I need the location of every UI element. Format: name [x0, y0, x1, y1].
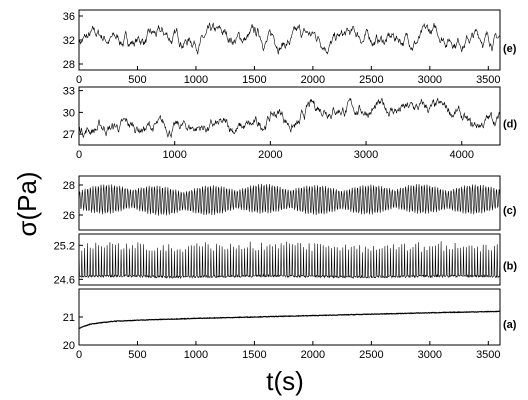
x-tick-label: 2000 — [258, 149, 282, 161]
x-tick-label: 2500 — [359, 349, 383, 361]
x-tick-label: 3000 — [418, 349, 442, 361]
chart-panel: 20 21 0 500 1000 1500 2000 2500 3000 3500 (a) — [63, 288, 517, 361]
x-tick-label: 0 — [76, 149, 82, 161]
x-tick-label: 0 — [76, 349, 82, 361]
series-line — [78, 22, 501, 55]
panel-label: (a) — [503, 319, 517, 331]
panel-label: (e) — [503, 43, 517, 55]
y-tick-label: 33 — [63, 86, 75, 98]
x-tick-label: 1500 — [242, 74, 266, 86]
x-tick-label: 3500 — [476, 74, 500, 86]
series-line — [78, 183, 501, 216]
x-tick-label: 1000 — [162, 149, 186, 161]
y-tick-label: 27 — [63, 129, 75, 141]
chart-panel: 26 28 (c) — [63, 175, 517, 231]
panel-label: (b) — [503, 261, 517, 273]
y-tick-label: 24.6 — [54, 274, 75, 286]
x-tick-label: 1500 — [242, 349, 266, 361]
y-tick-label: 20 — [63, 340, 75, 352]
panel-label: (d) — [503, 119, 517, 131]
x-tick-label: 3000 — [418, 74, 442, 86]
x-tick-label: 1000 — [184, 74, 208, 86]
x-tick-label: 3500 — [476, 349, 500, 361]
y-tick-label: 36 — [63, 11, 75, 23]
series-line — [78, 97, 501, 138]
x-tick-label: 500 — [128, 349, 146, 361]
x-tick-label: 3000 — [354, 149, 378, 161]
chart-panel: 24.6 25.2 (b) — [54, 233, 517, 286]
x-tick-label: 1000 — [184, 349, 208, 361]
x-tick-label: 4000 — [449, 149, 473, 161]
x-tick-label: 2000 — [301, 349, 325, 361]
y-tick-label: 28 — [63, 59, 75, 71]
y-tick-label: 28 — [63, 180, 75, 192]
y-tick-label: 21 — [63, 312, 75, 324]
x-tick-label: 500 — [128, 74, 146, 86]
x-tick-label: 2000 — [301, 74, 325, 86]
y-axis-title: σ(Pa) — [12, 171, 42, 236]
series-line — [78, 241, 501, 280]
x-tick-label: 2500 — [359, 74, 383, 86]
chart-panel: 28 32 36 0 500 1000 1500 2000 2500 3000 3500 (e) — [63, 9, 517, 86]
panel-frame — [78, 175, 501, 231]
y-tick-label: 25.2 — [54, 240, 75, 252]
y-tick-label: 26 — [63, 210, 75, 222]
y-tick-label: 30 — [63, 107, 75, 119]
y-tick-label: 32 — [63, 35, 75, 47]
chart-panel: 27 30 33 0 1000 2000 3000 4000 (d) — [63, 86, 518, 161]
panel-frame — [78, 86, 501, 146]
series-line — [78, 310, 501, 329]
x-tick-label: 0 — [76, 74, 82, 86]
panel-label: (c) — [503, 205, 517, 217]
x-axis-title: t(s) — [266, 366, 304, 396]
